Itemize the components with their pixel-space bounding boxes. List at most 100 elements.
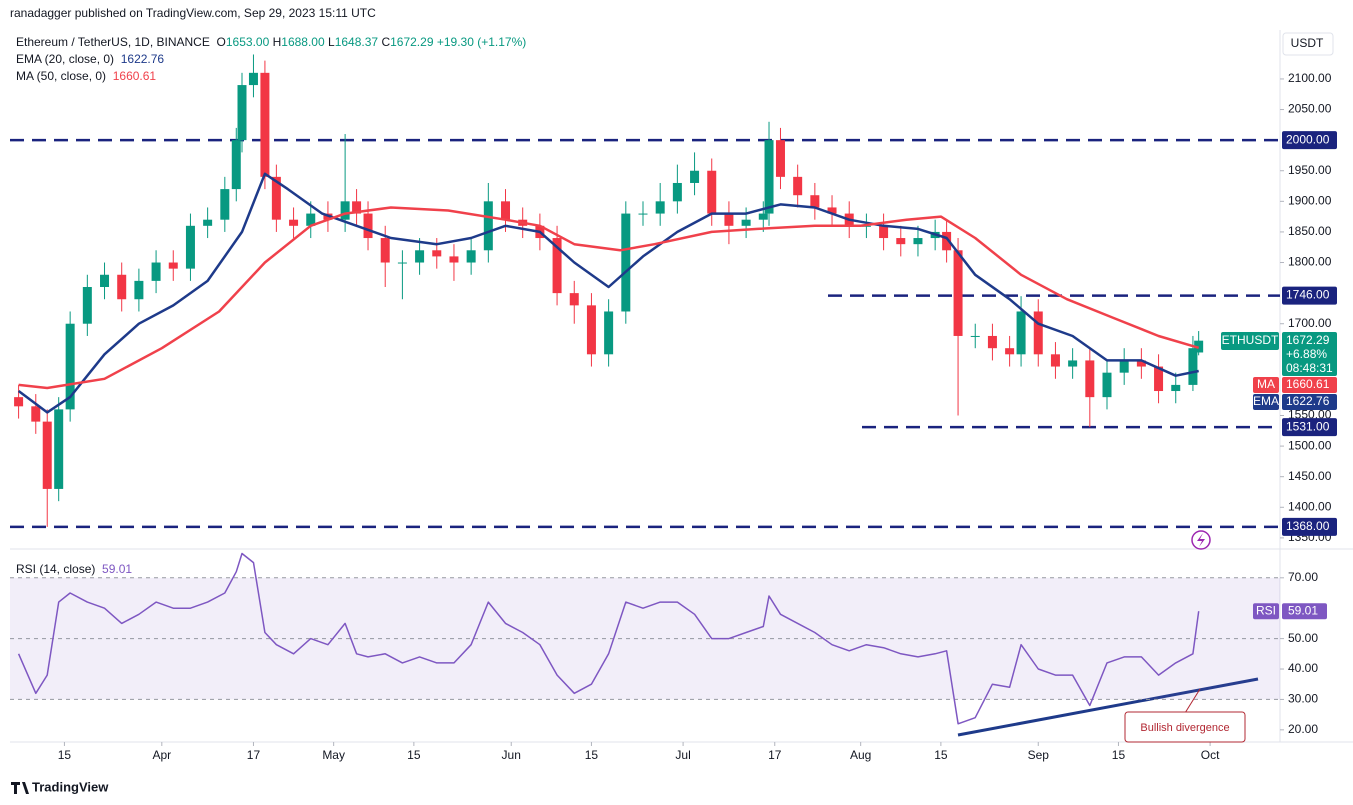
annotation: Bullish divergence — [1140, 722, 1229, 734]
x-tick-label: 15 — [1112, 748, 1126, 762]
x-tick-label: Sep — [1028, 748, 1050, 762]
candle-body — [1171, 384, 1181, 392]
countdown-label: 08:48:31 — [1286, 361, 1333, 375]
ma-value: 1660.61 — [112, 69, 157, 83]
x-tick-label: 17 — [768, 748, 782, 762]
candle-body — [134, 280, 144, 300]
candle-body — [569, 293, 579, 306]
candle-body — [913, 238, 923, 245]
annotation-pointer — [1184, 688, 1201, 714]
candle-body — [707, 170, 717, 214]
symbol-label: ETHUSDT — [1222, 333, 1279, 347]
x-tick-label: Apr — [152, 748, 171, 762]
candle-body — [1102, 372, 1112, 398]
legend-rsi: RSI (14, close) 59.01 — [16, 562, 132, 576]
alert-icon-bolt — [1197, 533, 1205, 547]
level-tag — [1282, 517, 1337, 536]
currency: USDT — [1291, 36, 1324, 50]
candle-body — [466, 250, 476, 263]
qv: 1672.29 — [390, 35, 434, 49]
rsi-tag — [1282, 603, 1327, 620]
candle-body — [100, 274, 110, 287]
q: C — [381, 35, 391, 49]
annotation-box — [1124, 711, 1246, 743]
candle-body — [672, 182, 682, 202]
price-label: 1672.29 — [1286, 333, 1330, 347]
candle-body — [1050, 354, 1060, 367]
qv: 1688.00 — [281, 35, 325, 49]
candle-body — [289, 219, 299, 226]
candle-body — [432, 250, 442, 257]
indicator-name: EMA — [1253, 394, 1279, 408]
candle-body — [1085, 360, 1095, 398]
y-tick-label: 1800.00 — [1288, 255, 1332, 269]
currency-box[interactable] — [1282, 32, 1334, 56]
alert-icon[interactable] — [1191, 530, 1211, 550]
q: O — [216, 35, 226, 49]
candle-body — [724, 213, 734, 226]
ema-value: 1622.76 — [120, 52, 165, 66]
x-tick-label: 15 — [407, 748, 421, 762]
candle-body — [942, 231, 952, 251]
q: H — [272, 35, 282, 49]
legend-main: Ethereum / TetherUS, 1D, BINANCE O1653.0… — [16, 35, 526, 49]
y-tick-label: 30.00 — [1288, 692, 1318, 706]
rsi-name: RSI (14, close) — [16, 562, 96, 576]
candle-body — [260, 72, 270, 177]
symbol-tag — [1221, 332, 1279, 350]
candle-body — [970, 335, 980, 337]
publisher: ranadagger published on TradingView.com,… — [10, 6, 376, 20]
candle-body — [552, 238, 562, 294]
y-tick-label: 1950.00 — [1288, 163, 1332, 177]
candle-body — [363, 213, 373, 239]
candle-body — [185, 225, 195, 269]
footer-logo: TradingView — [32, 779, 109, 794]
candle-body — [65, 323, 75, 410]
qv: 1648.37 — [334, 35, 379, 49]
x-tick-label: 15 — [58, 748, 72, 762]
candle-body — [117, 274, 127, 300]
candle-body — [764, 140, 774, 214]
indicator-value: 1660.61 — [1286, 377, 1330, 391]
y-tick-label: 1500.00 — [1288, 438, 1332, 452]
y-tick-label: 70.00 — [1288, 570, 1318, 584]
rsi-tag-value: 59.01 — [1288, 603, 1318, 617]
candle-body — [586, 305, 596, 355]
candle-body — [1154, 366, 1164, 392]
candle-body — [31, 406, 41, 422]
legend-ema: EMA (20, close, 0) 1622.76 — [16, 52, 164, 66]
level-label: 1531.00 — [1286, 419, 1330, 433]
level-label: 1746.00 — [1286, 288, 1330, 302]
y-tick-label: 40.00 — [1288, 661, 1318, 675]
candle-body — [340, 201, 350, 220]
level-label: 1368.00 — [1286, 519, 1330, 533]
candle-body — [306, 213, 316, 226]
trendline — [957, 677, 1259, 737]
legend-ma: MA (50, close, 0) 1660.61 — [16, 69, 156, 83]
candle-body — [168, 262, 178, 269]
candle-body — [1188, 348, 1198, 385]
candle-body — [271, 176, 281, 220]
candle-body — [248, 72, 258, 86]
x-tick-label: 17 — [247, 748, 261, 762]
candle-body — [1016, 311, 1026, 355]
change-label: +6.88% — [1286, 347, 1327, 361]
candle-body — [638, 213, 648, 215]
y-tick-label: 1700.00 — [1288, 316, 1332, 330]
ema-name: EMA (20, close, 0) — [16, 52, 115, 66]
candle-body — [380, 238, 390, 263]
candle-body — [501, 201, 511, 220]
x-tick-label: 15 — [585, 748, 599, 762]
candle-body — [203, 219, 213, 226]
y-tick-label: 1900.00 — [1288, 194, 1332, 208]
candle-body — [879, 225, 889, 239]
indicator-name-tag — [1253, 377, 1279, 393]
candle-body — [827, 207, 837, 214]
x-tick-label: Jun — [502, 748, 521, 762]
indicator-value: 1622.76 — [1286, 394, 1330, 408]
rsi-name-tag — [1253, 603, 1279, 620]
candle-body — [896, 238, 906, 245]
level-tag — [1282, 286, 1337, 305]
indicator-line — [17, 172, 1199, 414]
